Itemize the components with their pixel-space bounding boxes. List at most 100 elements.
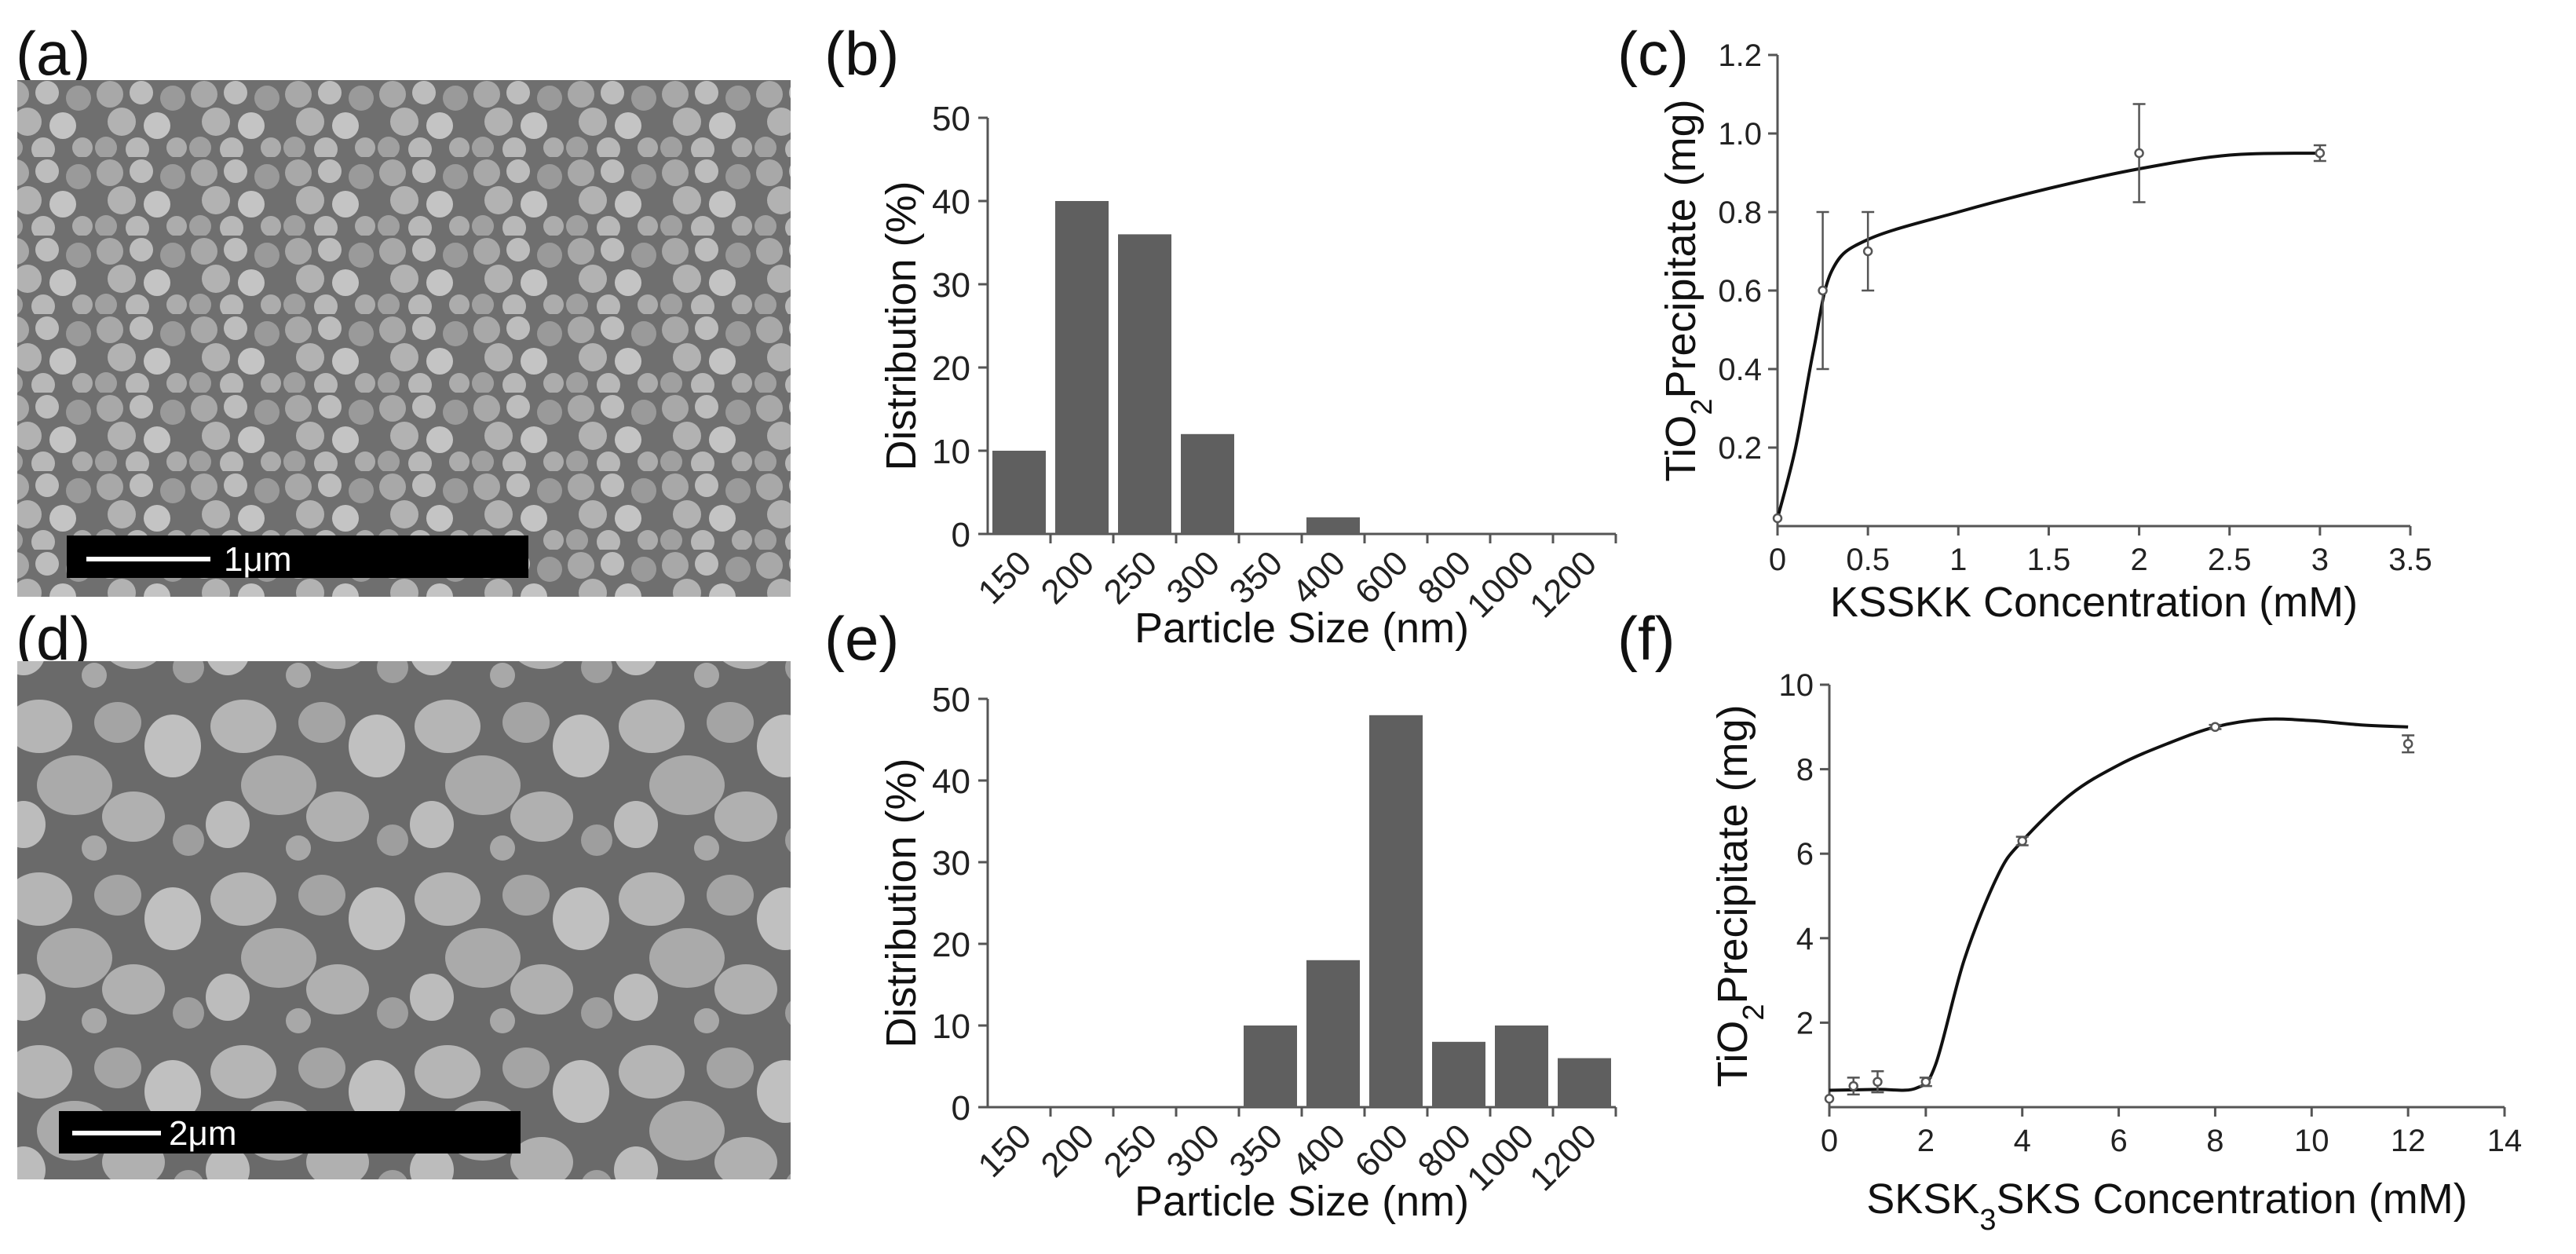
x-tick-label-c: 0.5 <box>1846 543 1890 577</box>
panel-label-c: (c) <box>1617 19 1689 88</box>
y-tick-label-e: 30 <box>932 844 970 883</box>
x-tick-label-f: 2 <box>1917 1124 1935 1158</box>
fit-curve-f <box>1829 717 2409 1092</box>
x-tick-label-e: 1200 <box>1522 1117 1604 1198</box>
data-point-f-3 <box>1920 1077 1931 1087</box>
y-tick-label-b: 40 <box>932 183 970 221</box>
x-tick-label-f: 10 <box>2294 1124 2329 1158</box>
scale-bar-text-d: 2μm <box>169 1114 236 1153</box>
x-tick-label-c: 3.5 <box>2388 543 2432 577</box>
y-tick-label-c: 1.2 <box>1718 38 1762 73</box>
x-tick-label-e: 200 <box>1034 1117 1102 1185</box>
y-axis-title-f: TiO2Precipitate (mg) <box>1709 704 1770 1087</box>
bar-e-400 <box>1306 960 1360 1107</box>
chart-c-kssk-precipitate: 0 0.5 1 1.5 2 2.5 3 3.5 0.2 0.4 0.6 0.8 1.0 1.2 KSSKK … <box>1657 38 2432 626</box>
x-tick-label-b: 1000 <box>1460 543 1541 625</box>
chart-f-sksk3sks-precipitate: 0 2 4 6 8 10 12 14 2 4 6 8 10 SKSK3SKS Concentration … <box>1709 668 2522 1237</box>
y-axis-title-b: Distribution (%) <box>878 181 925 470</box>
data-point-c-0 <box>1772 513 1783 524</box>
y-tick-label-e: 0 <box>952 1089 970 1128</box>
scale-bar-text-a: 1μm <box>224 540 291 579</box>
x-tick-label-c: 2.5 <box>2208 543 2252 577</box>
chart-b-particle-distribution: 0102030405015020025030035040060080010001… <box>878 100 1617 652</box>
data-point-c-4 <box>2315 148 2326 159</box>
x-axis-title-c: KSSKK Concentration (mM) <box>1830 579 2358 626</box>
y-tick-label-b: 0 <box>952 516 970 554</box>
data-point-f-2 <box>1873 1077 1883 1087</box>
data-point-f-6 <box>2402 739 2413 749</box>
panel-label-b: (b) <box>824 19 899 88</box>
data-point-f-4 <box>2017 835 2027 846</box>
fit-curve-c <box>1776 152 2320 519</box>
bar-e-600 <box>1369 715 1423 1107</box>
y-tick-label-e: 40 <box>932 762 970 801</box>
data-point-f-1 <box>1848 1080 1858 1091</box>
y-axis-title-e: Distribution (%) <box>878 758 925 1047</box>
data-point-c-2 <box>1862 246 1873 257</box>
x-tick-label-e: 400 <box>1285 1117 1354 1185</box>
data-point-f-0 <box>1824 1093 1835 1104</box>
x-tick-label-f: 14 <box>2487 1124 2523 1158</box>
y-tick-label-b: 10 <box>932 433 970 471</box>
x-axis-title-f: SKSK3SKS Concentration (mM) <box>1866 1175 2467 1237</box>
bar-b-150 <box>992 451 1046 534</box>
x-tick-label-b: 400 <box>1285 543 1354 612</box>
x-tick-label-e: 350 <box>1222 1117 1291 1185</box>
x-tick-label-b: 1200 <box>1522 543 1604 625</box>
y-tick-label-f: 2 <box>1796 1006 1814 1040</box>
x-tick-label-f: 0 <box>1821 1124 1838 1158</box>
bar-e-1200 <box>1558 1058 1611 1107</box>
x-tick-label-e: 600 <box>1348 1117 1416 1185</box>
x-tick-label-e: 250 <box>1097 1117 1165 1185</box>
y-tick-label-c: 0.6 <box>1718 274 1762 309</box>
y-tick-label-b: 30 <box>932 266 970 305</box>
data-point-c-1 <box>1818 285 1828 296</box>
bar-e-800 <box>1432 1041 1485 1107</box>
x-tick-label-e: 1000 <box>1460 1117 1541 1198</box>
x-tick-label-e: 150 <box>971 1117 1040 1185</box>
x-tick-label-f: 6 <box>2110 1124 2127 1158</box>
y-tick-label-c: 1.0 <box>1718 117 1762 152</box>
y-tick-label-f: 8 <box>1796 753 1814 788</box>
x-axis-title-b: Particle Size (nm) <box>1135 605 1469 652</box>
x-tick-label-b: 200 <box>1034 543 1102 612</box>
y-tick-label-f: 4 <box>1796 922 1814 956</box>
x-tick-label-b: 150 <box>971 543 1040 612</box>
y-tick-label-f: 10 <box>1779 668 1814 703</box>
y-tick-label-c: 0.4 <box>1718 353 1762 387</box>
y-tick-label-e: 10 <box>932 1007 970 1046</box>
x-tick-label-c: 1 <box>1949 543 1967 577</box>
y-axis-title-c: TiO2Precipitate (mg) <box>1657 99 1719 481</box>
x-tick-label-c: 2 <box>2130 543 2147 577</box>
x-tick-label-f: 8 <box>2206 1124 2223 1158</box>
x-tick-label-f: 4 <box>2014 1124 2031 1158</box>
y-tick-label-c: 0.8 <box>1718 196 1762 230</box>
x-tick-label-c: 3 <box>2311 543 2329 577</box>
y-tick-label-b: 20 <box>932 349 970 388</box>
bar-b-400 <box>1306 517 1360 534</box>
bar-b-200 <box>1055 201 1109 534</box>
data-point-f-5 <box>2210 722 2220 733</box>
x-tick-label-c: 0 <box>1769 543 1786 577</box>
micrograph-d: 2μm <box>17 661 791 1179</box>
x-tick-label-c: 1.5 <box>2027 543 2071 577</box>
bar-b-300 <box>1181 433 1234 534</box>
panel-label-f: (f) <box>1617 604 1675 673</box>
bar-b-250 <box>1118 234 1171 534</box>
panel-label-a: (a) <box>16 19 90 88</box>
y-tick-label-b: 50 <box>932 100 970 138</box>
y-tick-label-f: 6 <box>1796 837 1814 872</box>
data-point-c-3 <box>2134 148 2144 159</box>
micrograph-a: 1μm <box>17 80 791 597</box>
x-tick-label-b: 350 <box>1222 543 1291 612</box>
x-tick-label-e: 300 <box>1160 1117 1228 1185</box>
x-tick-label-b: 250 <box>1097 543 1165 612</box>
y-tick-label-e: 50 <box>932 681 970 719</box>
x-tick-label-b: 300 <box>1160 543 1228 612</box>
chart-e-particle-distribution: 0102030405015020025030035040060080010001… <box>878 681 1617 1225</box>
x-tick-label-f: 12 <box>2391 1124 2426 1158</box>
x-tick-label-b: 600 <box>1348 543 1416 612</box>
panel-label-e: (e) <box>824 604 899 673</box>
y-tick-label-c: 0.2 <box>1718 431 1762 466</box>
